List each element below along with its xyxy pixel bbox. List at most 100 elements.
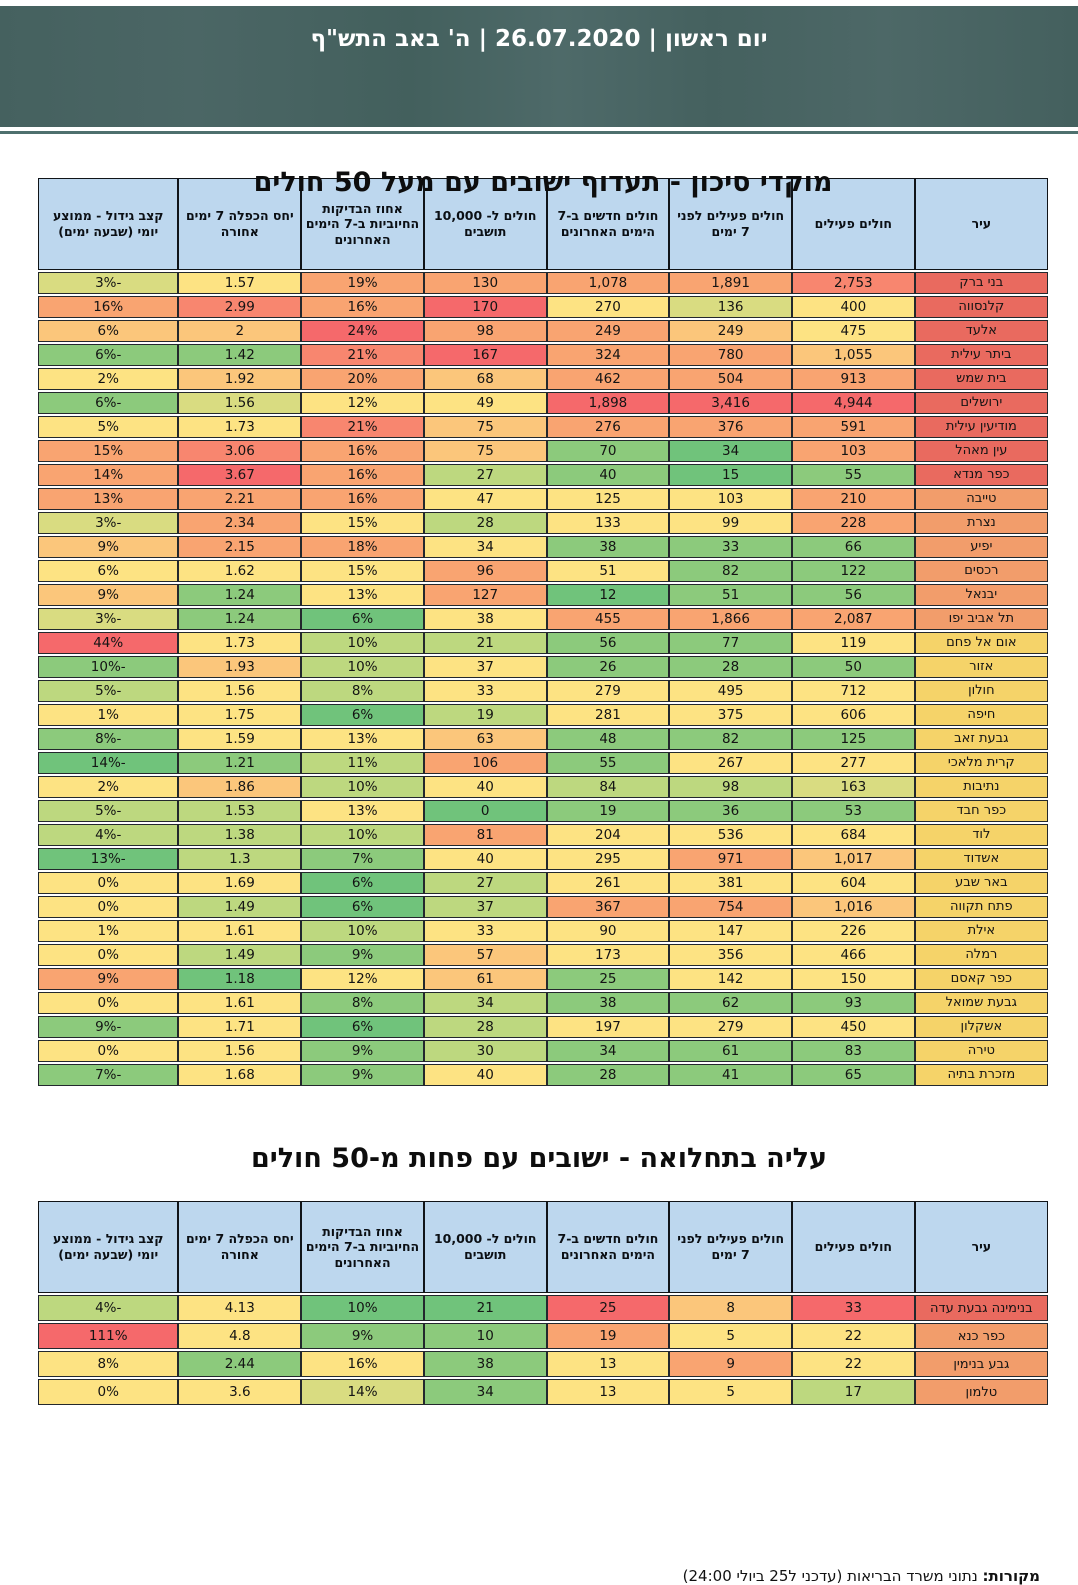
value-cell: 81 <box>423 824 547 846</box>
table-row: תל אביב יפו 2,087 1,866 455 38 6% 1.24 -3% <box>38 608 1048 630</box>
value-cell: 2.34 <box>178 512 302 534</box>
city-cell: ירושלים <box>914 392 1048 414</box>
value-cell: 83 <box>791 1040 915 1062</box>
value-cell: 119 <box>791 632 915 654</box>
value-cell: 40 <box>423 1064 547 1086</box>
value-cell: 70 <box>546 440 670 462</box>
value-cell: 9 <box>669 1351 792 1377</box>
value-cell: 30 <box>423 1040 547 1062</box>
value-cell: 22 <box>791 1351 915 1377</box>
value-cell: 14% <box>38 464 179 486</box>
value-cell: 1.18 <box>178 968 302 990</box>
value-cell: 19 <box>546 800 670 822</box>
value-cell: 122 <box>791 560 915 582</box>
value-cell: 1.61 <box>178 992 302 1014</box>
city-cell: לוד <box>914 824 1048 846</box>
value-cell: 16% <box>301 440 424 462</box>
value-cell: 15% <box>301 560 424 582</box>
value-cell: 38 <box>423 608 547 630</box>
city-cell: פתח תקווה <box>914 896 1048 918</box>
report-body: מוקדי סיכון - תעדוף ישובים עם מעל 50 חול… <box>0 167 1078 1585</box>
value-cell: 2% <box>38 368 179 390</box>
value-cell: 1,055 <box>791 344 915 366</box>
table-row: בני ברק 2,753 1,891 1,078 130 19% 1.57 -3% <box>38 272 1048 294</box>
value-cell: 150 <box>791 968 915 990</box>
value-cell: 1,898 <box>546 392 670 414</box>
value-cell: 10% <box>301 920 424 942</box>
value-cell: 142 <box>669 968 792 990</box>
value-cell: 167 <box>423 344 547 366</box>
value-cell: 1.49 <box>178 944 302 966</box>
value-cell: 455 <box>546 608 670 630</box>
city-cell: טייבה <box>914 488 1048 510</box>
value-cell: 1.42 <box>178 344 302 366</box>
value-cell: 450 <box>791 1016 915 1038</box>
value-cell: 279 <box>669 1016 792 1038</box>
column-header: עיר <box>914 178 1048 270</box>
value-cell: 170 <box>423 296 547 318</box>
value-cell: 375 <box>669 704 792 726</box>
value-cell: 111% <box>38 1323 179 1349</box>
column-header: קצב גידול - ממוצע יומי (שבעה ימים) <box>38 1201 179 1293</box>
value-cell: 8% <box>301 992 424 1014</box>
table-row: רכסים 122 82 51 96 15% 1.62 6% <box>38 560 1048 582</box>
value-cell: 6% <box>301 1016 424 1038</box>
value-cell: 1.3 <box>178 848 302 870</box>
value-cell: 1,016 <box>791 896 915 918</box>
table-row: קלנסווה 400 136 270 170 16% 2.99 16% <box>38 296 1048 318</box>
value-cell: 2,753 <box>791 272 915 294</box>
value-cell: 19% <box>301 272 424 294</box>
city-cell: נצרת <box>914 512 1048 534</box>
value-cell: 2.15 <box>178 536 302 558</box>
value-cell: 11% <box>301 752 424 774</box>
value-cell: 13 <box>546 1351 670 1377</box>
value-cell: 28 <box>546 1064 670 1086</box>
value-cell: 1.24 <box>178 584 302 606</box>
value-cell: 51 <box>669 584 792 606</box>
value-cell: 4.8 <box>178 1323 302 1349</box>
sources-text: נתוני משרד הבריאות (עדכני ל25 ביולי 24:0… <box>682 1567 983 1585</box>
value-cell: 228 <box>791 512 915 534</box>
under50-table-body: בנימינה גבעת עדה 33 8 25 21 10% 4.13 -4% כפר כנא… <box>38 1295 1048 1405</box>
city-cell: חולון <box>914 680 1048 702</box>
value-cell: 780 <box>669 344 792 366</box>
value-cell: 324 <box>546 344 670 366</box>
city-cell: גבע בנימין <box>914 1351 1048 1377</box>
value-cell: 130 <box>423 272 547 294</box>
value-cell: 55 <box>791 464 915 486</box>
value-cell: 276 <box>546 416 670 438</box>
column-header: חולים פעילים לפני 7 ימים <box>669 1201 792 1293</box>
value-cell: 279 <box>546 680 670 702</box>
value-cell: 33 <box>423 920 547 942</box>
value-cell: 261 <box>546 872 670 894</box>
value-cell: 56 <box>546 632 670 654</box>
city-cell: אלעד <box>914 320 1048 342</box>
value-cell: 536 <box>669 824 792 846</box>
value-cell: 13 <box>546 1379 670 1405</box>
value-cell: 37 <box>423 896 547 918</box>
table-row: כפר קאסם 150 142 25 61 12% 1.18 9% <box>38 968 1048 990</box>
city-cell: יפיע <box>914 536 1048 558</box>
value-cell: 40 <box>423 776 547 798</box>
over50-section: מוקדי סיכון - תעדוף ישובים עם מעל 50 חול… <box>38 167 1048 1088</box>
value-cell: 21 <box>423 632 547 654</box>
under50-table-header: עיר חולים פעילים חולים פעילים לפני 7 ימים ח… <box>38 1201 1048 1293</box>
table-row: חיפה 606 375 281 19 6% 1.75 1% <box>38 704 1048 726</box>
value-cell: 2.44 <box>178 1351 302 1377</box>
table-row: בית שמש 913 504 462 68 20% 1.92 2% <box>38 368 1048 390</box>
value-cell: 37 <box>423 656 547 678</box>
value-cell: 48 <box>546 728 670 750</box>
value-cell: 7% <box>301 848 424 870</box>
value-cell: 163 <box>791 776 915 798</box>
column-header: חולים ל- 10,000 תושבים <box>423 178 547 270</box>
value-cell: 75 <box>423 440 547 462</box>
value-cell: 82 <box>669 560 792 582</box>
value-cell: 38 <box>423 1351 547 1377</box>
value-cell: 56 <box>791 584 915 606</box>
value-cell: 147 <box>669 920 792 942</box>
column-header: אחוז הבדיקות החיוביות ב-7 הימים האחרונים <box>301 178 424 270</box>
value-cell: 249 <box>669 320 792 342</box>
value-cell: 173 <box>546 944 670 966</box>
value-cell: 33 <box>423 680 547 702</box>
value-cell: 0% <box>38 896 179 918</box>
